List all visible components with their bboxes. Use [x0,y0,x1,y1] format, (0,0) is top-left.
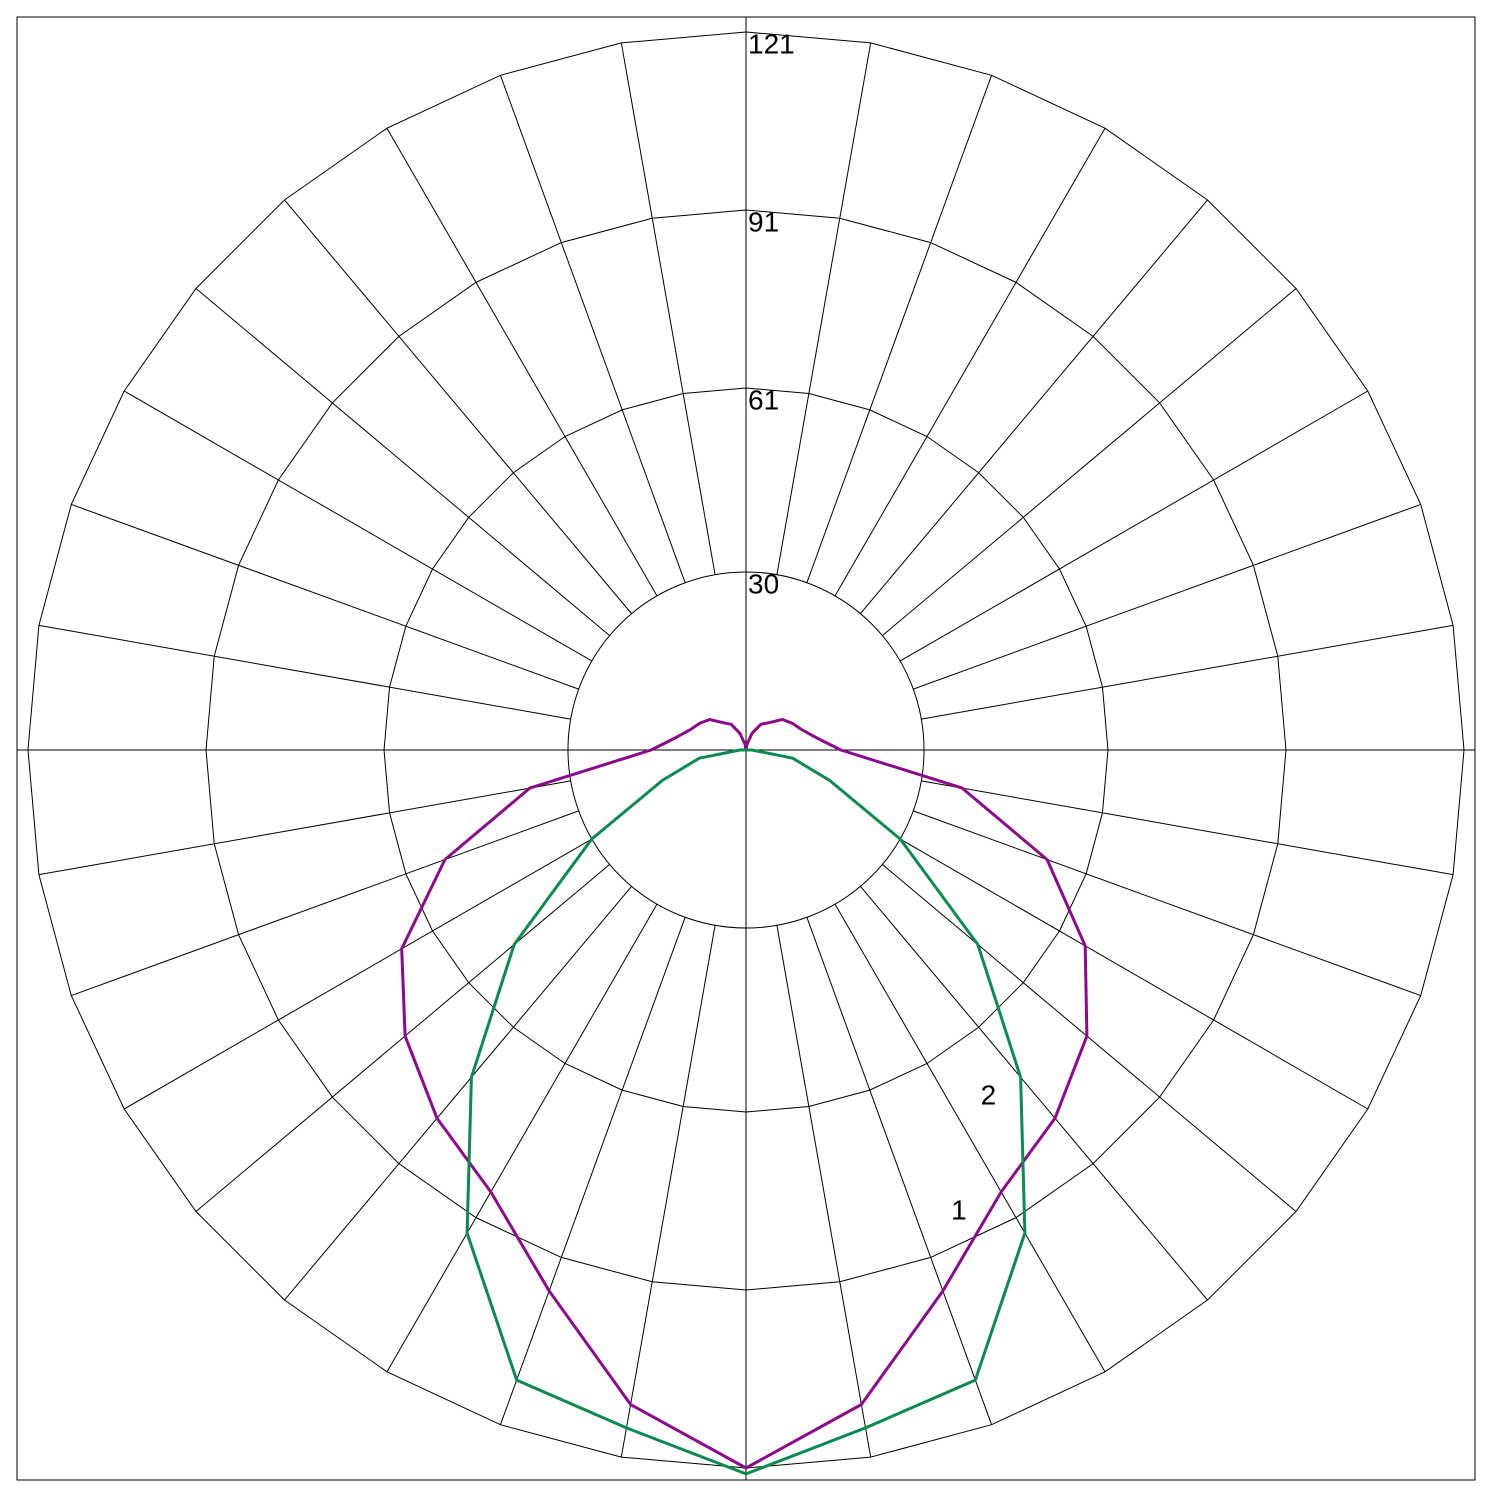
spoke [899,390,1369,662]
ring [27,31,1465,1469]
spoke [834,127,1106,597]
spoke [499,75,686,583]
curve [465,748,1027,1476]
spoke [860,199,1208,614]
spoke [195,288,610,636]
spoke [776,925,872,1458]
spoke [882,288,1297,636]
spoke [913,810,1421,997]
r-tick-label: 30 [748,568,779,599]
spoke [284,886,632,1301]
curve-label: 2 [981,1080,997,1111]
spoke [123,838,593,1110]
spoke [921,780,1454,876]
spoke [284,199,632,614]
spoke [899,838,1369,1110]
curve-label: 1 [951,1194,967,1225]
spoke [38,780,571,876]
spoke [921,624,1454,720]
spoke [806,917,993,1425]
ring [567,571,925,929]
r-tick-label: 121 [748,28,795,59]
spoke [499,917,686,1425]
spoke [38,624,571,720]
spoke [386,903,658,1373]
r-tick-label: 61 [748,384,779,415]
ring [205,209,1287,1291]
spoke [620,42,716,575]
ring [383,387,1109,1113]
spoke [860,886,1208,1301]
spoke [913,503,1421,690]
spoke [806,75,993,583]
r-tick-label: 91 [748,206,779,237]
spoke [123,390,593,662]
spoke [776,42,872,575]
curve [400,718,1089,1470]
spoke [834,903,1106,1373]
spoke [71,503,579,690]
spoke [195,864,610,1212]
spoke [882,864,1297,1212]
spoke [620,925,716,1458]
spoke [386,127,658,597]
spoke [71,810,579,997]
